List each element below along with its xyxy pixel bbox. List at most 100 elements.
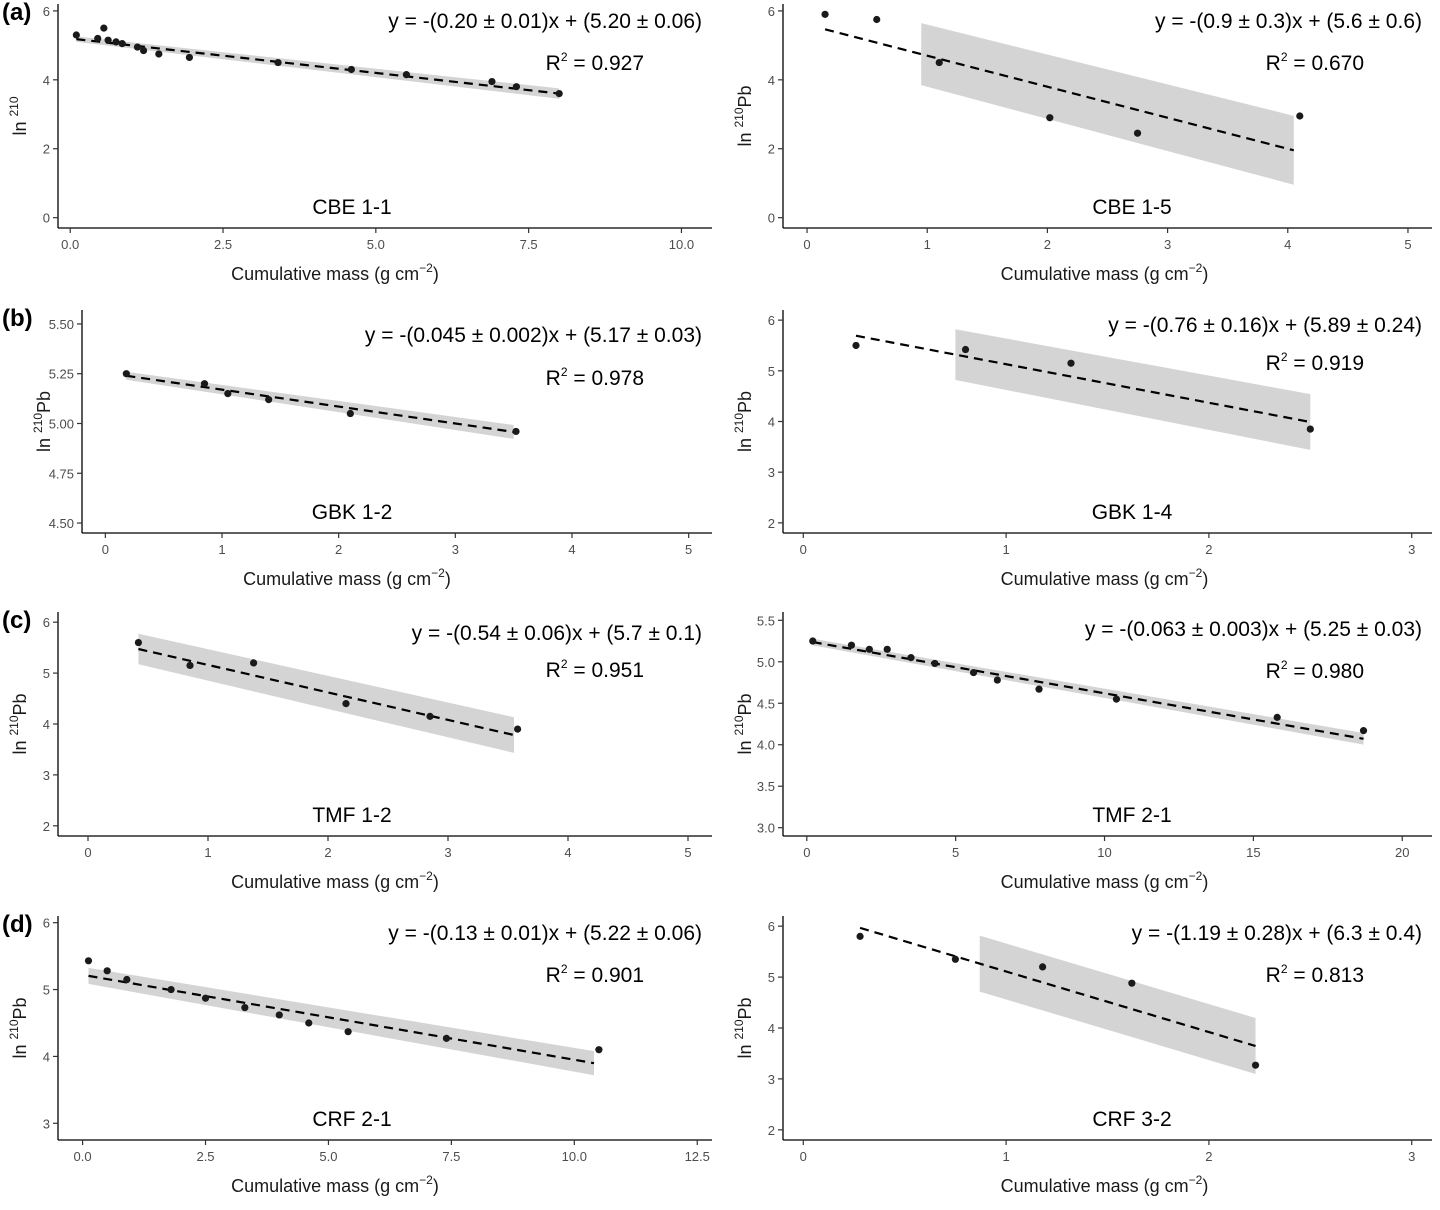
y-tick-label: 3 [43, 768, 50, 783]
sample-name-label: TMF 2-1 [1092, 804, 1171, 827]
panel-letter: (d) [2, 911, 33, 938]
x-tick-label: 3 [452, 542, 459, 557]
regression-equation: y = -(0.9 ± 0.3)x + (5.6 ± 0.6) [1155, 10, 1422, 33]
r-squared-label: R2 = 0.919 [1266, 350, 1364, 375]
data-point [274, 58, 282, 67]
y-tick-label: 5.25 [49, 367, 74, 382]
x-tick-label: 2 [335, 542, 342, 557]
regression-equation: y = -(0.063 ± 0.003)x + (5.25 ± 0.03) [1085, 618, 1422, 641]
y-axis-title: ln 210Pb [31, 391, 54, 452]
r-squared-label: R2 = 0.901 [546, 962, 644, 987]
panel-letter: (a) [2, 0, 31, 26]
data-point [821, 10, 829, 18]
r-squared-label: R2 = 0.980 [1266, 658, 1364, 683]
x-tick-label: 4 [1284, 237, 1291, 252]
y-tick-label: 0 [768, 211, 775, 226]
y-tick-label: 2 [768, 1123, 775, 1138]
regression-line [812, 640, 1364, 740]
data-point [1067, 359, 1075, 367]
data-point [104, 36, 112, 44]
sample-name-label: GBK 1-4 [1092, 501, 1173, 524]
chart-panel-7: 0.0 2.5 5.0 7.5 10.0 12.5 3 4 5 6 Cumulative mass … [2, 911, 712, 1196]
confidence-band [76, 36, 560, 99]
x-tick-label: 1 [1002, 1149, 1009, 1164]
regression-line [138, 647, 515, 737]
data-point [112, 38, 120, 46]
data-point [344, 1028, 352, 1036]
y-tick-label: 4 [43, 717, 50, 732]
data-point [931, 659, 939, 668]
y-tick-label: 5.5 [757, 613, 775, 628]
y-tick-label: 4 [768, 1021, 775, 1036]
regression-equation: y = -(0.045 ± 0.002)x + (5.17 ± 0.03) [365, 324, 702, 347]
regression-equation: y = -(0.54 ± 0.06)x + (5.7 ± 0.1) [412, 622, 702, 645]
confidence-band [138, 633, 514, 753]
data-point [488, 77, 496, 86]
x-tick-label: 1 [1002, 542, 1009, 557]
y-tick-label: 6 [43, 615, 50, 630]
y-tick-label: 2 [43, 819, 50, 834]
confidence-band [955, 329, 1311, 450]
data-point [595, 1046, 603, 1054]
x-tick-label: 10.0 [562, 1149, 587, 1164]
regression-line [126, 374, 514, 434]
chart-panel-3: 0 1 2 3 4 5 4.50 4.75 5.00 5.25 5.50 Cumulative mas… [2, 305, 712, 589]
data-point [123, 975, 131, 984]
data-point [951, 955, 959, 963]
y-tick-label: 5.0 [757, 655, 775, 670]
regression-line [88, 974, 595, 1065]
regression-equation: y = -(0.76 ± 0.16)x + (5.89 ± 0.24) [1108, 314, 1422, 337]
r-squared-label: R2 = 0.813 [1266, 962, 1364, 987]
data-point [1128, 979, 1136, 987]
x-tick-label: 4 [564, 845, 571, 860]
x-tick-label: 15 [1246, 845, 1260, 860]
y-tick-label: 4.0 [757, 738, 775, 753]
data-point [1296, 112, 1304, 120]
y-tick-label: 2 [43, 142, 50, 157]
confidence-band [88, 967, 594, 1076]
x-tick-label: 4 [568, 542, 575, 557]
data-point [993, 676, 1001, 684]
x-tick-label: 0 [102, 542, 109, 557]
data-point [883, 645, 891, 653]
x-tick-label: 3 [1164, 237, 1171, 252]
regression-line [824, 28, 1295, 152]
data-point [103, 967, 111, 975]
data-point [139, 46, 148, 55]
data-point [1112, 695, 1121, 703]
data-point [347, 65, 355, 74]
chart-panel-6: 0 5 10 15 20 3.0 3.5 4.0 4.5 5.0 5.5 Cumulative mas… [732, 612, 1432, 892]
r-squared-label: R2 = 0.978 [546, 365, 644, 390]
y-tick-label: 6 [768, 919, 775, 934]
y-tick-label: 4 [768, 73, 775, 88]
data-point [512, 83, 521, 91]
y-tick-label: 4.5 [757, 696, 775, 711]
x-tick-label: 10.0 [669, 237, 694, 252]
data-point [94, 34, 102, 43]
chart-panel-2: 0 1 2 3 4 5 0 2 4 6 Cumulative mass (g cm−2) ln 210… [732, 4, 1432, 284]
chart-panel-5: 0 1 2 3 4 5 2 3 4 5 6 Cumulative mass (g cm−2) ln 21… [2, 607, 712, 892]
data-point [961, 345, 970, 354]
x-axis-title: Cumulative mass (g cm−2) [231, 1173, 439, 1196]
data-point [1359, 727, 1368, 735]
data-point [1035, 685, 1043, 693]
data-point [200, 380, 209, 388]
y-tick-label: 5 [768, 970, 775, 985]
regression-line [859, 926, 1256, 1048]
sample-name-label: CRF 2-1 [312, 1108, 391, 1131]
x-axis-title: Cumulative mass (g cm−2) [1001, 1173, 1209, 1196]
regression-line [855, 334, 1311, 424]
regression-equation: y = -(1.19 ± 0.28)x + (6.3 ± 0.4) [1132, 922, 1422, 945]
confidence-band [126, 371, 514, 439]
y-axis-title: ln 210Pb [732, 693, 755, 754]
x-tick-label: 5 [1404, 237, 1411, 252]
data-point [907, 654, 915, 662]
y-tick-label: 4 [768, 415, 775, 430]
x-axis-title: Cumulative mass (g cm−2) [231, 261, 439, 284]
x-tick-label: 12.5 [685, 1149, 710, 1164]
data-point [100, 24, 108, 32]
data-point [847, 641, 856, 649]
x-axis-title: Cumulative mass (g cm−2) [1001, 566, 1209, 589]
data-point [133, 43, 142, 51]
regression-equation: y = -(0.20 ± 0.01)x + (5.20 ± 0.06) [388, 10, 702, 33]
